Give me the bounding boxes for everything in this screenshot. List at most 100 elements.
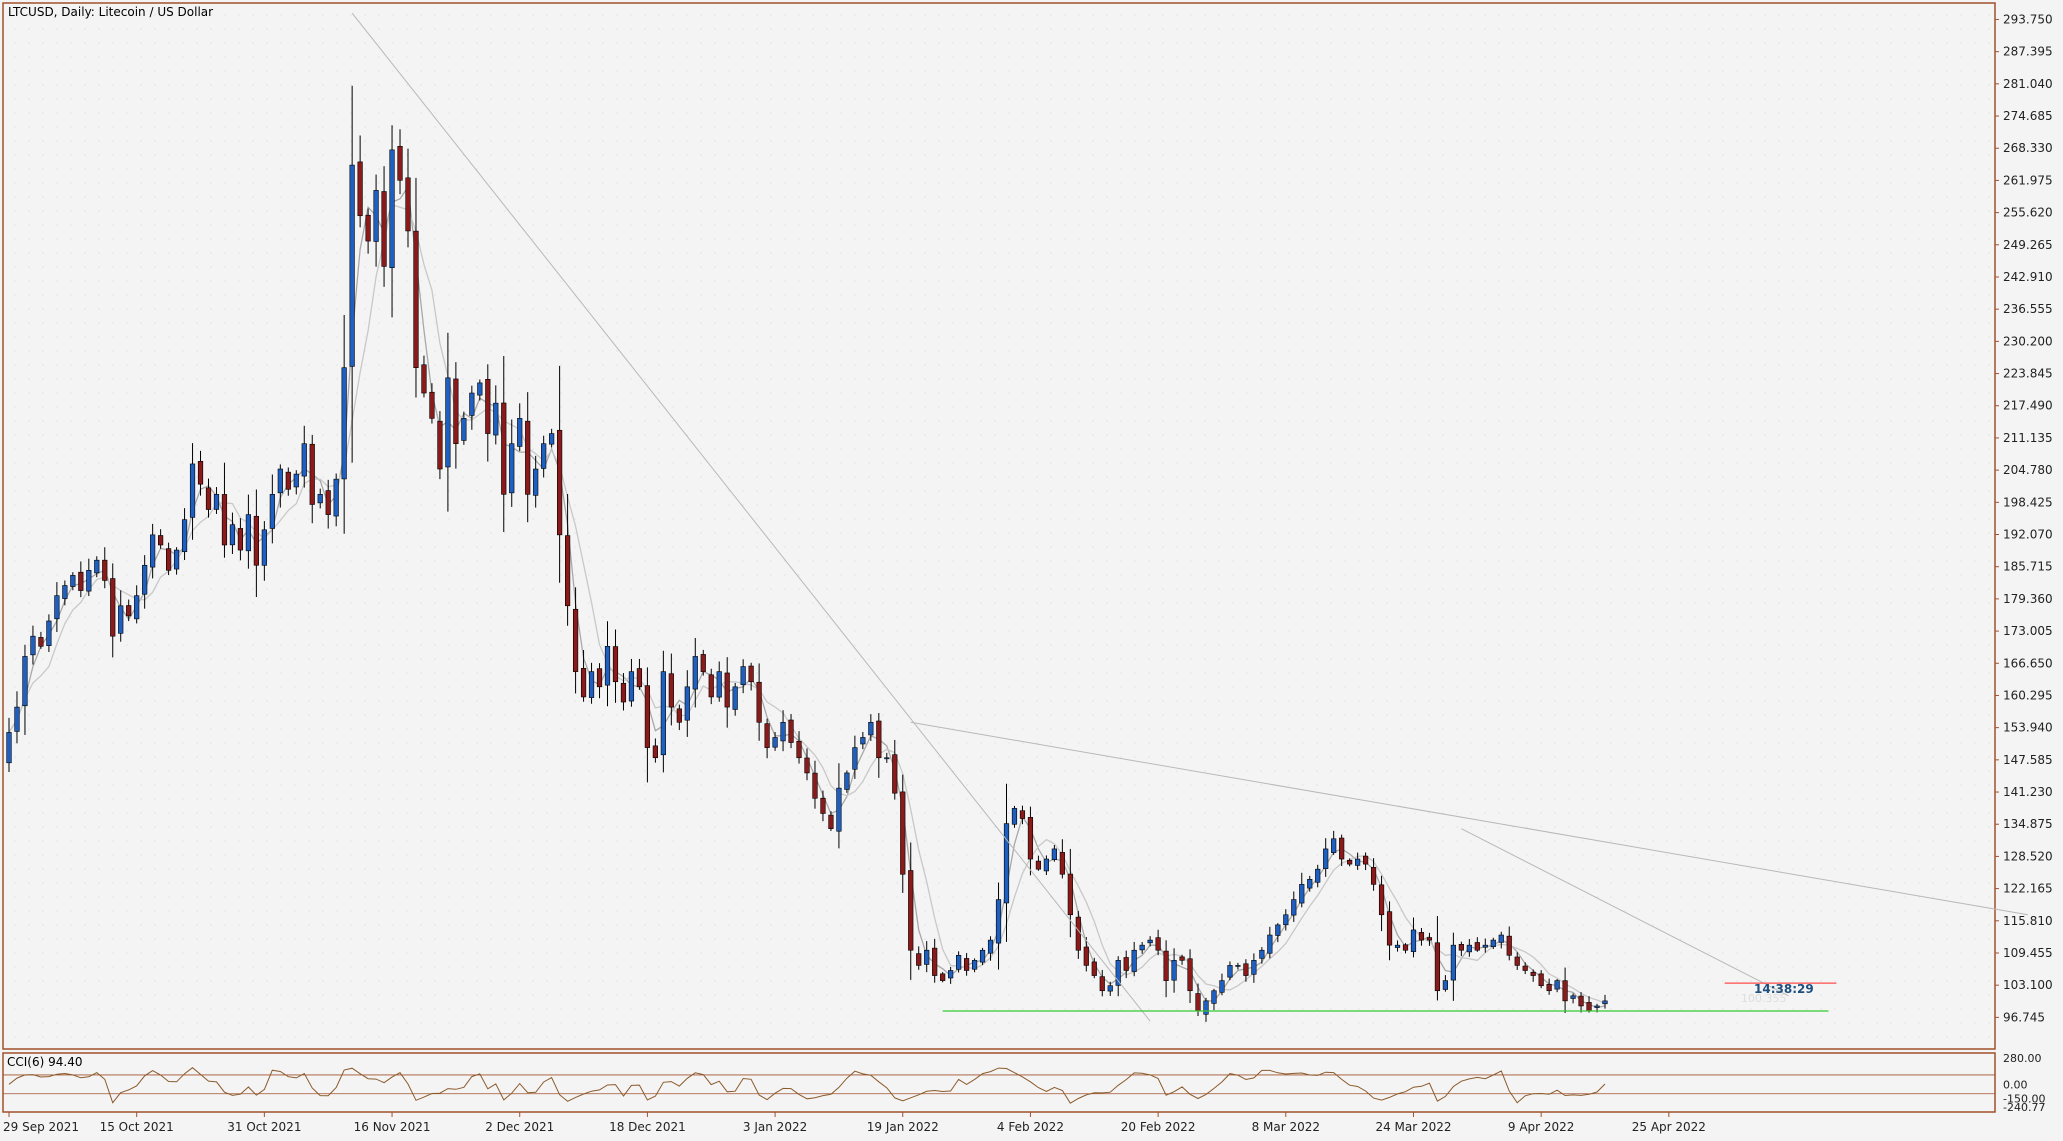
main-plot-area[interactable]	[2, 2, 1996, 1050]
candle	[700, 649, 706, 676]
candle	[1051, 845, 1057, 862]
candle	[78, 561, 84, 598]
candle	[237, 518, 244, 561]
price-tick-label: 109.455	[2003, 946, 2053, 960]
candle	[995, 882, 1002, 970]
candle	[836, 763, 842, 849]
time-tick-label: 2 Dec 2021	[485, 1120, 554, 1134]
time-tick-label: 15 Oct 2021	[100, 1120, 174, 1134]
candle	[716, 661, 722, 702]
bull-candle-body	[660, 671, 666, 756]
candle	[365, 208, 371, 254]
candle	[1434, 916, 1441, 1001]
bull-candle-body	[517, 418, 523, 447]
candle	[572, 587, 579, 694]
candle	[493, 385, 499, 445]
candle	[908, 842, 914, 980]
candle	[1323, 838, 1329, 877]
bull-candle-body	[541, 443, 547, 469]
time-axis: 29 Sep 2021 15 Oct 2021 31 Oct 2021 16 Nov …	[3, 1112, 1706, 1134]
candle	[1043, 855, 1049, 875]
bull-candle-body	[971, 960, 978, 970]
bull-candle-body	[1211, 990, 1217, 1004]
time-tick-label: 29 Sep 2021	[3, 1120, 79, 1134]
candle	[158, 529, 164, 549]
bull-candle-body	[1235, 965, 1241, 967]
bull-candle-body	[924, 949, 930, 965]
candle	[549, 428, 555, 448]
candle	[804, 748, 810, 781]
bull-candle-body	[716, 671, 722, 698]
candle	[684, 670, 690, 737]
bull-candle-body	[1283, 914, 1289, 926]
bull-candle-body	[740, 666, 746, 685]
bear-candle-body	[1426, 937, 1433, 941]
bear-candle-body	[828, 814, 834, 829]
bull-candle-body	[373, 190, 379, 242]
candle	[1243, 959, 1249, 982]
candle	[1426, 932, 1433, 946]
candle	[820, 790, 826, 822]
bull-candle-body	[1482, 944, 1488, 948]
candles	[6, 85, 1608, 1022]
candle	[94, 556, 100, 578]
bear-candle-body	[221, 494, 228, 546]
candle	[660, 650, 666, 773]
bear-candle-body	[158, 535, 164, 546]
bear-candle-body	[804, 757, 810, 774]
price-tick-label: 242.910	[2003, 270, 2053, 284]
candle	[828, 811, 834, 832]
bull-candle-body	[588, 671, 595, 698]
bull-candle-body	[1498, 934, 1504, 943]
bear-candle-body	[756, 681, 762, 723]
candle	[892, 739, 898, 800]
candle	[285, 467, 291, 496]
candle	[477, 379, 483, 401]
candle	[884, 752, 890, 763]
candle	[30, 625, 36, 665]
bear-candle-body	[612, 646, 619, 683]
candle	[971, 958, 978, 973]
candle	[588, 662, 595, 704]
bear-candle-body	[580, 668, 587, 698]
candle	[612, 629, 619, 703]
bull-candle-body	[150, 534, 156, 568]
candle	[525, 392, 531, 523]
candle	[1083, 937, 1089, 972]
bull-candle-body	[995, 899, 1002, 944]
candle	[1163, 940, 1169, 998]
candle	[1378, 875, 1385, 932]
bear-candle-body	[397, 146, 403, 181]
candle	[205, 478, 212, 518]
price-tick-label: 249.265	[2003, 238, 2053, 252]
bull-candle-body	[1490, 939, 1496, 948]
bull-candle-body	[533, 468, 539, 496]
candle	[620, 673, 627, 711]
cci-indicator: 280.00 0.00-150.00-240.77	[3, 1052, 2045, 1114]
candle	[197, 450, 204, 496]
candle	[1099, 969, 1105, 997]
bear-candle-body	[285, 471, 291, 490]
price-tick-label: 173.005	[2003, 624, 2053, 638]
drawing-objects[interactable]	[351, 12, 2029, 1022]
candle	[1506, 926, 1512, 961]
bull-candle-body	[1203, 1000, 1209, 1015]
candle	[748, 662, 754, 691]
cci-axis-label: -240.77	[2003, 1101, 2045, 1114]
bull-candle-body	[1147, 939, 1153, 944]
candle	[1235, 962, 1241, 970]
bear-candle-body	[309, 443, 315, 505]
candle	[1402, 943, 1409, 954]
candle	[668, 653, 674, 726]
bear-candle-body	[1123, 957, 1129, 971]
indicator-plot-area[interactable]	[2, 1052, 1996, 1113]
bull-candle-body	[173, 549, 180, 570]
bull-candle-body	[1466, 944, 1472, 953]
bear-candle-body	[126, 605, 132, 617]
bull-candle-body	[780, 721, 786, 742]
candle	[580, 650, 587, 702]
bear-candle-body	[1059, 852, 1065, 875]
bull-candle-body	[477, 382, 483, 396]
bear-candle-body	[1027, 817, 1034, 860]
